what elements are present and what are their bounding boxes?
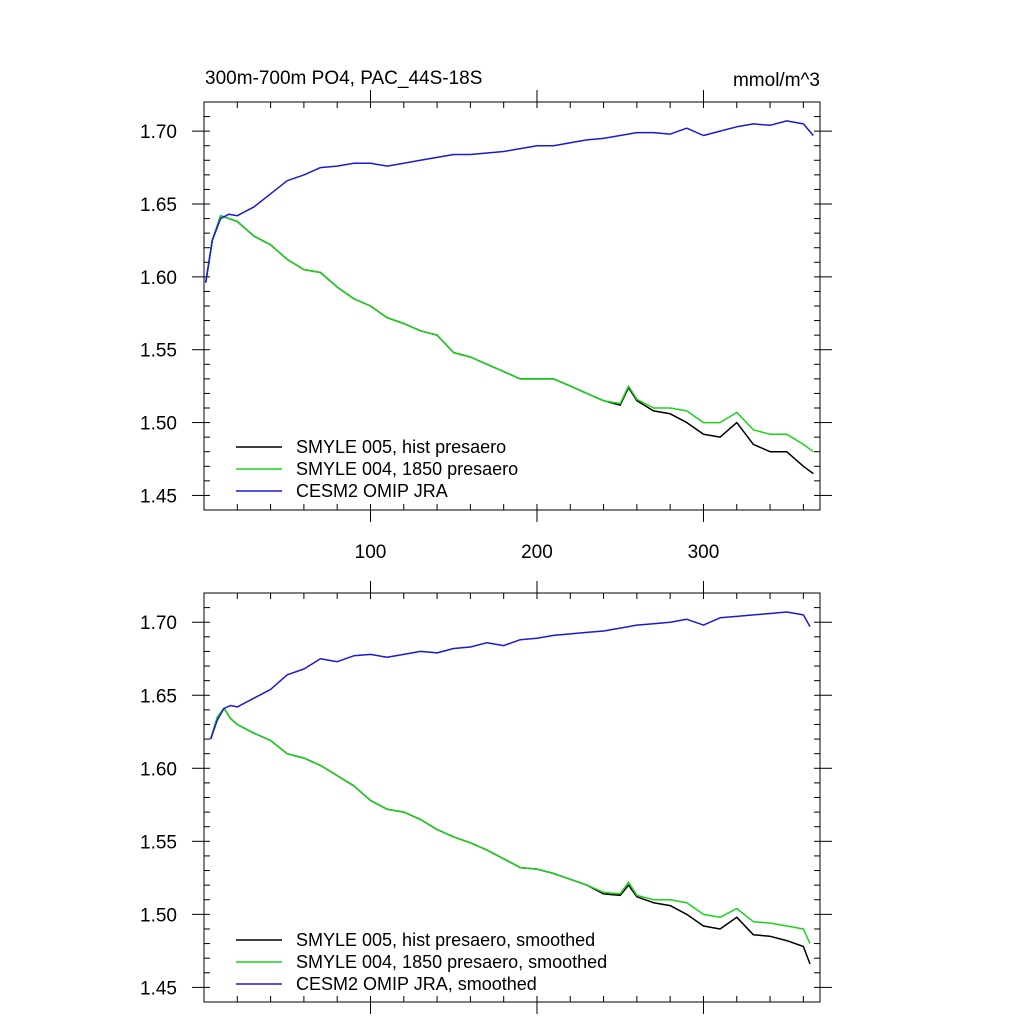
series-lines-top <box>204 120 814 475</box>
x-tick-labels-top: 100 200 300 <box>355 542 720 563</box>
y-tick-label: 1.55 <box>140 341 177 362</box>
legend-label-2: CESM2 OMIP JRA <box>296 481 448 501</box>
y-tick-label: 1.45 <box>140 486 177 507</box>
y-tick-label: 1.65 <box>140 686 177 707</box>
minor-ticks-bottom <box>204 592 820 1003</box>
y-tick-label: 1.50 <box>140 905 177 926</box>
major-ticks-bottom <box>192 581 832 1014</box>
minor-ticks-top <box>204 101 820 511</box>
legend-label-0: SMYLE 005, hist presaero, smoothed <box>296 930 595 950</box>
x-tick-label: 200 <box>521 542 553 563</box>
series-line-1 <box>204 214 814 453</box>
y-tick-label: 1.50 <box>140 414 177 435</box>
series-line-2 <box>209 611 811 740</box>
legend-label-0: SMYLE 005, hist presaero <box>296 437 506 457</box>
series-lines-bottom <box>209 611 811 965</box>
y-tick-label: 1.60 <box>140 268 177 289</box>
series-line-0 <box>209 707 811 965</box>
y-tick-label: 1.70 <box>140 613 177 634</box>
y-tick-labels-top: 1.45 1.50 1.55 1.60 1.65 1.70 <box>140 122 177 507</box>
major-ticks-top <box>192 90 832 522</box>
y-tick-label: 1.55 <box>140 832 177 853</box>
y-tick-label: 1.70 <box>140 122 177 143</box>
y-tick-label: 1.45 <box>140 978 177 999</box>
series-line-2 <box>204 120 814 283</box>
y-tick-label: 1.60 <box>140 759 177 780</box>
y-tick-labels-bottom: 1.45 1.50 1.55 1.60 1.65 1.70 <box>140 613 177 999</box>
panel-bottom: 1.45 1.50 1.55 1.60 1.65 1.70 SMYLE 005, hist… <box>140 581 832 1014</box>
y-tick-label: 1.65 <box>140 195 177 216</box>
panel-top: 300m-700m PO4, PAC_44S-18S mmol/m^3 1.45… <box>140 68 832 563</box>
x-tick-label: 300 <box>688 542 720 563</box>
legend-label-1: SMYLE 004, 1850 presaero <box>296 459 518 479</box>
legend-bottom: SMYLE 005, hist presaero, smoothedSMYLE … <box>236 930 607 994</box>
chart-title: 300m-700m PO4, PAC_44S-18S <box>205 68 482 89</box>
legend-label-1: SMYLE 004, 1850 presaero, smoothed <box>296 952 607 972</box>
chart-units: mmol/m^3 <box>733 70 820 91</box>
series-line-0 <box>204 214 814 475</box>
x-tick-label: 100 <box>355 542 387 563</box>
series-line-1 <box>209 707 811 944</box>
legend-label-2: CESM2 OMIP JRA, smoothed <box>296 974 537 994</box>
